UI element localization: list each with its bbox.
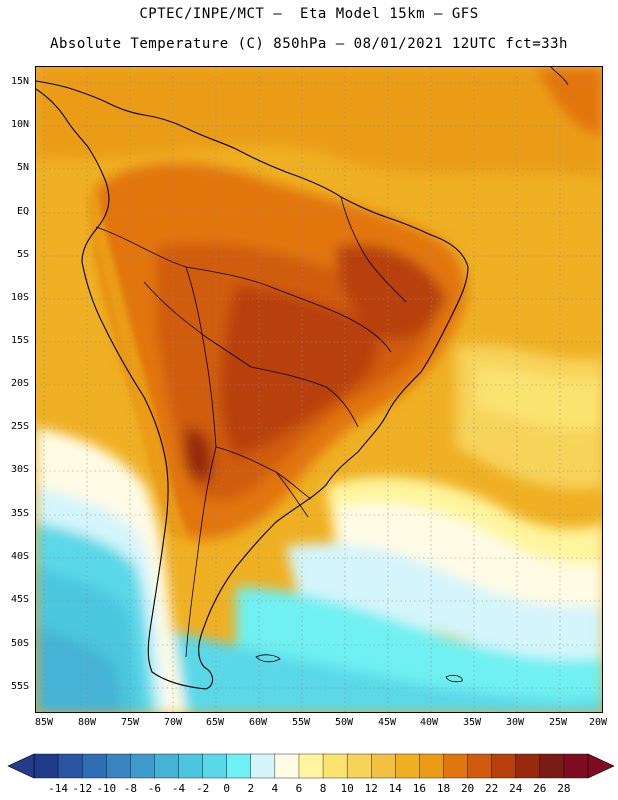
legend-tick-label: 26	[533, 782, 547, 795]
legend-tick-label: 0	[223, 782, 230, 795]
lat-label-10n: 10N	[10, 119, 29, 130]
legend-underflow-arrow	[7, 753, 35, 779]
legend-color-cell	[467, 753, 493, 779]
legend-color-cell	[346, 753, 372, 779]
lon-label-35w: 35W	[462, 717, 482, 728]
lat-lon-grid	[36, 67, 602, 712]
legend-tick-label: 22	[485, 782, 499, 795]
legend-tick-label: 20	[460, 782, 475, 795]
legend-color-cell	[154, 753, 180, 779]
legend-color-cell	[298, 753, 324, 779]
legend-tick-label: -6	[147, 782, 162, 795]
legend-color-cell	[33, 753, 59, 779]
lat-label-55s: 55S	[10, 681, 29, 692]
legend-tick-label: 16	[412, 782, 427, 795]
legend-color-cell	[202, 753, 228, 779]
legend-tick-label: -4	[171, 782, 186, 795]
lat-label-5n: 5N	[16, 162, 29, 173]
legend-color-cell	[81, 753, 107, 779]
legend-tick-label: -14	[48, 782, 69, 795]
legend-tick-label: 24	[509, 782, 523, 795]
legend-tick-label: -2	[195, 782, 210, 795]
legend-tick-label: 2	[247, 782, 255, 795]
lon-label-45w: 45W	[377, 717, 397, 728]
lat-label-35s: 35S	[10, 508, 29, 519]
lat-label-40s: 40S	[10, 551, 29, 562]
legend-tick-label: -8	[123, 782, 137, 795]
lon-label-80w: 80W	[77, 717, 97, 728]
lat-label-10s: 10S	[10, 292, 29, 303]
temperature-map	[35, 66, 603, 713]
legend-color-cell	[130, 753, 155, 779]
legend-color-cell	[250, 753, 276, 779]
lat-label-eq: EQ	[16, 206, 29, 217]
legend-color-cell	[57, 753, 83, 779]
color-legend-bar	[7, 753, 615, 779]
lat-label-15n: 15N	[10, 76, 29, 87]
lat-label-50s: 50S	[10, 638, 29, 649]
legend-tick-label: 10	[340, 782, 354, 795]
south-america-coastline	[36, 80, 469, 690]
lon-label-40w: 40W	[419, 717, 439, 728]
lon-label-70w: 70W	[163, 717, 183, 728]
legend-color-cell	[443, 753, 469, 779]
chart-title-line-1: CPTEC/INPE/MCT – Eta Model 15km – GFS	[139, 6, 479, 22]
lon-label-75w: 75W	[120, 717, 140, 728]
legend-tick-label: -10	[96, 782, 117, 795]
lat-label-30s: 30S	[10, 464, 29, 475]
legend-color-cell	[226, 753, 252, 779]
lat-label-20s: 20S	[10, 378, 29, 389]
legend-tick-label: 12	[364, 782, 378, 795]
legend-tick-label: 4	[271, 782, 279, 795]
lon-label-20w: 20W	[588, 717, 608, 728]
legend-tick-label: 18	[436, 782, 451, 795]
color-legend-cells	[33, 753, 589, 779]
lat-label-25s: 25S	[10, 421, 29, 432]
lon-label-85w: 85W	[34, 717, 54, 728]
legend-overflow-arrow	[587, 753, 615, 779]
chart-title-line-2: Absolute Temperature (C) 850hPa – 08/01/…	[50, 36, 568, 52]
temperature-map-svg	[36, 67, 602, 712]
legend-color-cell	[563, 753, 589, 779]
lon-label-50w: 50W	[334, 717, 354, 728]
legend-color-cell	[322, 753, 348, 779]
lon-label-25w: 25W	[548, 717, 568, 728]
temperature-field	[36, 67, 602, 712]
legend-tick-label: 6	[295, 782, 303, 795]
legend-color-cell	[395, 753, 420, 779]
legend-color-cell	[491, 753, 517, 779]
legend-color-cell	[515, 753, 541, 779]
lat-label-45s: 45S	[10, 594, 29, 605]
legend-color-cell	[106, 753, 131, 779]
legend-color-cell	[419, 753, 444, 779]
lon-label-30w: 30W	[505, 717, 525, 728]
lon-label-60w: 60W	[248, 717, 268, 728]
country-borders	[95, 196, 407, 658]
lat-label-5s: 5S	[16, 249, 29, 260]
legend-tick-label: -12	[72, 782, 93, 795]
lon-label-65w: 65W	[205, 717, 225, 728]
legend-tick-label: 8	[319, 782, 327, 795]
legend-tick-label: 14	[388, 782, 402, 795]
legend-color-cell	[539, 753, 565, 779]
legend-color-cell	[371, 753, 396, 779]
lat-label-15s: 15S	[10, 335, 29, 346]
legend-color-cell	[274, 753, 300, 779]
lon-label-55w: 55W	[291, 717, 311, 728]
legend-tick-label: 28	[557, 782, 571, 795]
legend-color-cell	[178, 753, 204, 779]
